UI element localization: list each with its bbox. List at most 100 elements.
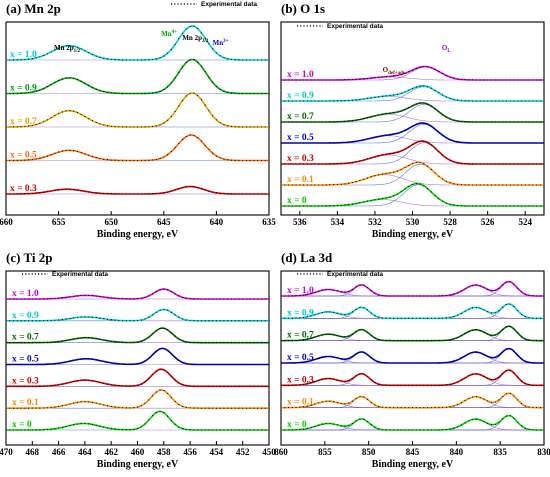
series-x-0-7: x = 0.7: [5, 92, 270, 128]
fit-envelope: [281, 347, 544, 364]
x-tick-label: 850: [362, 447, 376, 457]
x-tick-label: 530: [406, 217, 420, 227]
series-label: x = 0.3: [12, 376, 39, 386]
experimental-points: [280, 281, 545, 297]
component-peak: [6, 110, 269, 128]
legend-label: Experimental data: [327, 271, 383, 278]
x-tick-label: 650: [104, 217, 118, 227]
series-x-0: x = 0: [5, 410, 270, 431]
component-peak: [6, 77, 269, 94]
legend-label: Experimental data: [201, 1, 257, 8]
series-x-0-9: x = 0.9: [280, 85, 545, 102]
series-label: x = 0.3: [10, 184, 37, 194]
panel-title: (a) Mn 2p: [6, 1, 61, 16]
series-label: x = 0.7: [12, 333, 39, 343]
fit-envelope: [6, 25, 269, 61]
experimental-points: [280, 369, 545, 386]
experimental-points: [5, 92, 270, 128]
series-x-1-0: x = 1.0: [280, 280, 545, 297]
fit-envelope: [281, 325, 544, 342]
series-x-0-5: x = 0.5: [280, 122, 545, 144]
series-x-0-3: x = 0.3: [280, 369, 545, 387]
x-tick-label: 830: [537, 447, 550, 457]
x-tick-label: 462: [104, 447, 118, 457]
experimental-points: [280, 303, 545, 319]
fit-envelope: [6, 368, 269, 388]
fit-envelope: [6, 92, 269, 128]
component-peak: [6, 309, 269, 322]
series-x-0-9: x = 0.9: [5, 58, 270, 95]
x-axis-label: Binding energy, eV: [97, 229, 179, 240]
plot-frame: [5, 270, 270, 446]
series-label: x = 0.7: [287, 331, 314, 341]
fit-envelope: [6, 327, 269, 344]
x-tick-label: 635: [262, 217, 276, 227]
series-x-0-7: x = 0.7: [5, 327, 270, 344]
component-peak: [281, 154, 544, 165]
fit-envelope: [281, 182, 544, 207]
fit-envelope: [6, 347, 269, 366]
peak-annotation: Mn 2p1/2: [54, 44, 81, 54]
series-x-1-0: x = 1.0: [5, 25, 270, 61]
experimental-points: [280, 85, 545, 102]
x-tick-label: 835: [493, 447, 507, 457]
x-axis-label: Binding energy, eV: [372, 229, 454, 240]
series-label: x = 0: [287, 420, 307, 430]
experimental-points: [280, 122, 545, 144]
series-x-0-5: x = 0.5: [5, 134, 270, 162]
x-tick-label: 860: [274, 447, 288, 457]
series-label: x = 1.0: [287, 70, 314, 80]
series-x-0-3: x = 0.3: [5, 184, 270, 195]
peak-annotation: Odef+ads: [383, 66, 405, 76]
x-tick-label: 528: [443, 217, 457, 227]
x-tick-label: 655: [52, 217, 66, 227]
series-label: x = 0: [12, 420, 32, 430]
fit-envelope: [281, 369, 544, 387]
fit-envelope: [6, 58, 269, 95]
peak-annotation: OL: [442, 44, 451, 54]
series-label: x = 0.9: [287, 308, 314, 318]
panel-title: (b) O 1s: [281, 1, 325, 16]
x-tick-label: 526: [481, 217, 495, 227]
component-peak: [6, 327, 269, 343]
x-tick-label: 450: [262, 447, 276, 457]
panel-title: (c) Ti 2p: [6, 250, 52, 265]
x-tick-label: 855: [318, 447, 332, 457]
experimental-points: [5, 308, 270, 322]
x-tick-label: 454: [210, 447, 224, 457]
experimental-points: [280, 415, 545, 431]
fit-envelope: [6, 134, 269, 162]
fit-envelope: [281, 414, 544, 431]
x-tick-label: 468: [26, 447, 40, 457]
series-label: x = 0.5: [12, 355, 39, 365]
component-peak: [281, 113, 544, 123]
experimental-points: [280, 392, 545, 409]
x-axis-label: Binding energy, eV: [372, 459, 454, 470]
series-x-0-3: x = 0.3: [280, 140, 545, 165]
x-tick-label: 460: [131, 447, 145, 457]
x-tick-label: 840: [450, 447, 464, 457]
series-label: x = 1.0: [287, 286, 314, 296]
series-label: x = 1.0: [12, 289, 39, 299]
x-tick-label: 458: [157, 447, 171, 457]
peak-annotation: Mn3+: [213, 39, 229, 47]
component-peak: [6, 45, 269, 61]
series-label: x = 0.1: [287, 398, 314, 408]
series-x-0: x = 0: [280, 414, 545, 431]
peak-annotation: Mn 2p3/2: [182, 34, 209, 44]
experimental-points: [280, 348, 545, 364]
series-x-0-7: x = 0.7: [280, 102, 545, 123]
component-peak: [6, 368, 269, 387]
series-x-0-1: x = 0.1: [280, 161, 545, 186]
legend-label: Experimental data: [52, 271, 108, 278]
series-label: x = 0.7: [287, 112, 314, 122]
legend-label: Experimental data: [327, 23, 383, 30]
x-tick-label: 452: [236, 447, 250, 457]
experimental-points: [5, 185, 270, 195]
component-peak: [281, 66, 544, 81]
experimental-points: [5, 368, 270, 387]
x-tick-label: 534: [331, 217, 345, 227]
experimental-points: [280, 325, 545, 342]
